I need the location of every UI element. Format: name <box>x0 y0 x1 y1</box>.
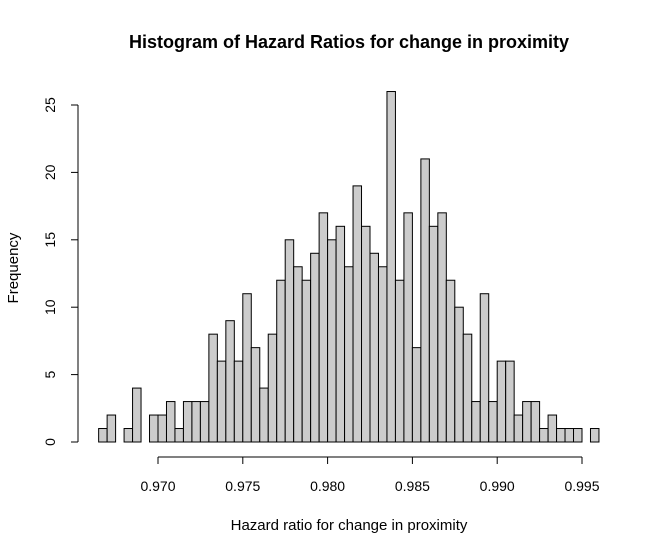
histogram-bar <box>233 360 244 443</box>
x-tick-label: 0.985 <box>395 478 430 494</box>
histogram-bar <box>437 212 447 443</box>
histogram-bar <box>513 414 524 443</box>
chart-title: Histogram of Hazard Ratios for change in… <box>129 32 569 52</box>
x-tick-label: 0.995 <box>564 478 599 494</box>
histogram-bar <box>191 401 201 443</box>
histogram-bar <box>225 320 235 443</box>
histogram-bar <box>488 401 498 443</box>
histogram-bar <box>174 428 184 443</box>
histogram-bar <box>149 414 159 443</box>
histogram-bar <box>132 387 142 443</box>
histogram-bar <box>276 279 286 443</box>
y-tick-label: 20 <box>42 164 58 180</box>
y-tick-label: 25 <box>42 97 58 113</box>
histogram-bar <box>369 252 379 443</box>
histogram-bar <box>522 401 532 443</box>
histogram-bar <box>301 279 312 443</box>
histogram-bar <box>394 279 405 443</box>
histogram-bar <box>411 347 422 443</box>
x-tick-label: 0.970 <box>140 478 175 494</box>
histogram-bar <box>428 225 439 443</box>
histogram-bar <box>377 266 388 443</box>
x-tick-label: 0.990 <box>480 478 515 494</box>
histogram-bar <box>98 428 108 443</box>
histogram-bar <box>496 360 507 443</box>
histogram-bar <box>259 387 269 443</box>
histogram-bar <box>352 185 363 443</box>
histogram-bar <box>479 293 490 443</box>
histogram-bar <box>505 360 515 443</box>
histogram-bar <box>573 428 583 443</box>
histogram-bar <box>454 306 464 443</box>
y-tick-label: 15 <box>42 232 58 248</box>
histogram-bar <box>547 414 558 443</box>
histogram-bar <box>208 333 218 443</box>
histogram-bar <box>250 347 261 443</box>
histogram-bar <box>242 293 252 443</box>
histogram-bar <box>589 428 600 443</box>
histogram-bar <box>344 266 354 443</box>
histogram-bar <box>335 225 346 443</box>
histogram-bar <box>462 333 473 443</box>
histogram-bar <box>386 91 396 443</box>
histogram-bar <box>165 401 176 443</box>
histogram-bar <box>267 333 278 443</box>
y-axis: 0 5 10 15 20 25 <box>42 97 79 446</box>
x-tick-label: 0.980 <box>310 478 345 494</box>
histogram-bar <box>539 428 549 443</box>
x-axis: 0.970 0.975 0.980 0.985 0.990 0.995 <box>140 456 600 494</box>
histogram-bar <box>123 428 134 443</box>
histogram-bar <box>182 401 193 443</box>
bars-group <box>98 91 600 443</box>
histogram-bar <box>318 212 329 443</box>
histogram-bar <box>216 360 227 443</box>
x-axis-label: Hazard ratio for change in proximity <box>231 517 468 534</box>
histogram-bar <box>293 266 303 443</box>
histogram-bar <box>471 401 481 443</box>
histogram-bar <box>310 252 320 443</box>
histogram-bar <box>106 414 117 443</box>
y-tick-label: 5 <box>42 370 58 378</box>
histogram-bar <box>403 212 413 443</box>
histogram-bar <box>361 225 371 443</box>
y-tick-label: 10 <box>42 299 58 315</box>
x-tick-label: 0.975 <box>225 478 260 494</box>
y-tick-label: 0 <box>42 438 58 446</box>
y-axis-label: Frequency <box>5 232 22 303</box>
histogram-bar <box>556 428 566 443</box>
histogram-bar <box>445 279 456 443</box>
histogram-bar <box>284 239 295 443</box>
histogram-bar <box>530 401 541 443</box>
histogram-bar <box>564 428 575 443</box>
histogram-bar <box>199 401 210 443</box>
histogram-bar <box>420 158 430 443</box>
histogram-bar <box>157 414 167 443</box>
histogram-bar <box>327 239 337 443</box>
